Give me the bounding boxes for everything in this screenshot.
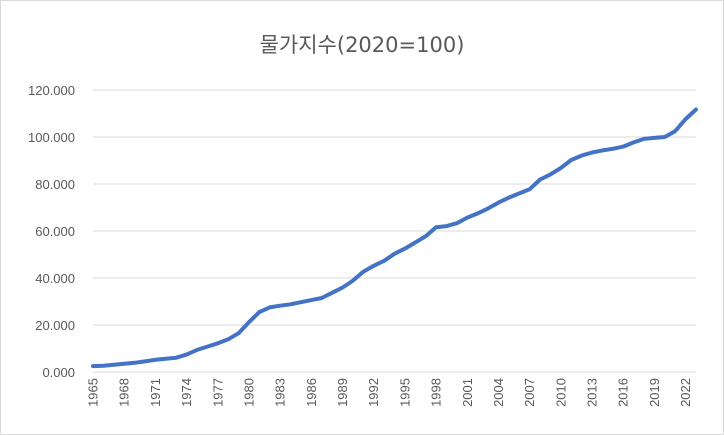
x-tick-label: 2007 (522, 378, 537, 407)
x-tick-label: 2010 (553, 378, 568, 407)
y-tick-label: 0.000 (42, 365, 75, 380)
y-tick-label: 60.000 (35, 224, 75, 239)
series-layer (91, 107, 698, 369)
x-tick-label: 1992 (366, 378, 381, 407)
y-axis-ticks: 0.000 20.000 40.000 60.000 80.000 100.000 120.… (28, 83, 75, 380)
y-tick-label: 20.000 (35, 318, 75, 333)
series-line-0 (91, 107, 698, 369)
x-tick-label: 1968 (117, 378, 132, 407)
x-tick-label: 2001 (460, 378, 475, 407)
x-axis-ticks: 1965 1968 1971 1974 1977 1980 1983 1986 1989 1992… (86, 378, 694, 407)
x-tick-label: 2022 (678, 378, 693, 407)
x-tick-label: 2016 (616, 378, 631, 407)
x-tick-label: 1989 (335, 378, 350, 407)
x-tick-label: 1974 (179, 378, 194, 407)
x-tick-label: 2013 (585, 378, 600, 407)
x-tick-label: 1971 (148, 378, 163, 407)
x-tick-label: 1986 (304, 378, 319, 407)
y-tick-label: 120.000 (28, 83, 75, 98)
gridlines (93, 89, 696, 373)
x-tick-label: 1980 (241, 378, 256, 407)
x-tick-label: 1983 (273, 378, 288, 407)
x-tick-label: 2019 (647, 378, 662, 407)
x-tick-label: 1965 (86, 378, 101, 407)
y-tick-label: 80.000 (35, 177, 75, 192)
x-tick-label: 1998 (429, 378, 444, 407)
y-tick-label: 40.000 (35, 271, 75, 286)
chart-title: 물가지수(2020=100) (260, 33, 465, 57)
x-tick-label: 1977 (210, 378, 225, 407)
x-tick-label: 1995 (397, 378, 412, 407)
x-tick-label: 2004 (491, 378, 506, 407)
y-tick-label: 100.000 (28, 130, 75, 145)
